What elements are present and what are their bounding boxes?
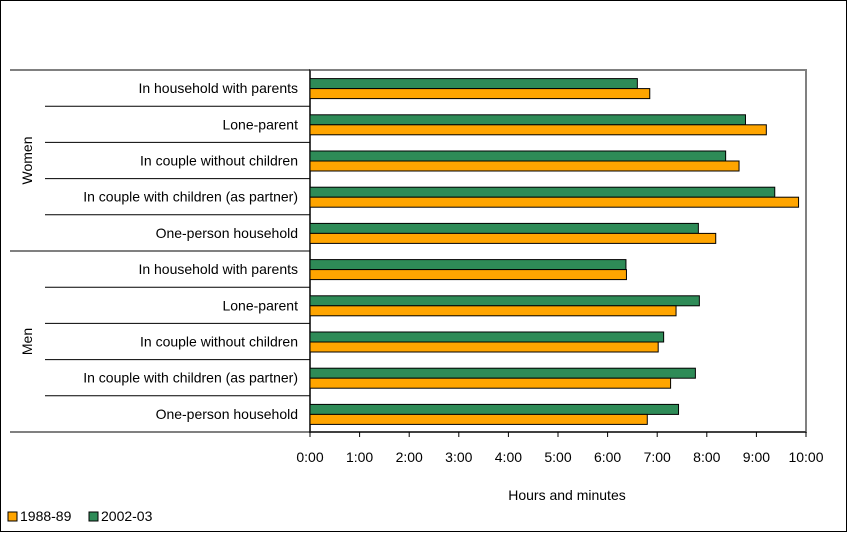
group-label-men: Men	[19, 328, 35, 355]
bar-1988-89-men-3	[309, 341, 659, 353]
bar-2002-03-men-4	[309, 367, 696, 379]
bar-2002-03-women-5	[309, 222, 699, 234]
bar-1988-89-men-1	[309, 269, 627, 281]
bar-2002-03-women-2	[309, 114, 746, 126]
bar-1988-89-men-4	[309, 377, 672, 389]
category-label: In household with parents	[138, 80, 298, 96]
bar-1988-89-women-1	[309, 88, 651, 100]
legend-swatch-1988-89	[7, 511, 18, 522]
bar-1988-89-men-2	[309, 305, 677, 317]
bar-2002-03-men-2	[309, 295, 700, 307]
category-label: In couple without children	[140, 153, 298, 169]
x-axis-title: Hours and minutes	[508, 487, 626, 503]
bar-1988-89-women-4	[309, 196, 800, 208]
bar-2002-03-men-3	[309, 331, 665, 343]
legend-label-2002-03: 2002-03	[101, 508, 153, 524]
bar-2002-03-women-1	[309, 78, 638, 90]
value-axis: 0:00 1:00 2:00 3:00 4:00 5:00 6:00 7:00 8:00 9:00…	[296, 431, 824, 465]
category-label: One-person household	[156, 406, 298, 422]
legend: 1988-89 2002-03	[7, 508, 153, 524]
legend-swatch-2002-03	[88, 511, 99, 522]
group-label-women: Women	[19, 137, 35, 185]
legend-label-1988-89: 1988-89	[20, 508, 72, 524]
x-tick-label: 7:00	[644, 449, 671, 465]
bar-1988-89-men-5	[309, 413, 648, 425]
x-tick-label: 3:00	[445, 449, 472, 465]
category-label: Lone-parent	[222, 297, 298, 313]
bar-2002-03-women-4	[309, 186, 776, 198]
x-tick-label: 0:00	[296, 449, 323, 465]
bar-1988-89-women-2	[309, 124, 767, 136]
category-axis: In household with parents Lone-parent In c…	[10, 69, 311, 433]
bar-2002-03-women-3	[309, 150, 727, 162]
bar-2002-03-men-1	[309, 259, 627, 271]
category-label: Lone-parent	[222, 116, 298, 132]
x-tick-label: 5:00	[544, 449, 571, 465]
bar-2002-03-men-5	[309, 403, 680, 415]
bar-1988-89-women-5	[309, 232, 717, 244]
category-label: In household with parents	[138, 261, 298, 277]
x-tick-label: 6:00	[594, 449, 621, 465]
category-label: In couple with children (as partner)	[83, 189, 298, 205]
category-label: In couple with children (as partner)	[83, 370, 298, 386]
x-tick-label: 9:00	[743, 449, 770, 465]
x-tick-label: 10:00	[788, 449, 823, 465]
category-label: One-person household	[156, 225, 298, 241]
x-tick-label: 8:00	[693, 449, 720, 465]
x-tick-label: 2:00	[396, 449, 423, 465]
x-tick-label: 1:00	[346, 449, 373, 465]
category-label: In couple without children	[140, 334, 298, 350]
bar-1988-89-women-3	[309, 160, 740, 172]
x-tick-label: 4:00	[495, 449, 522, 465]
